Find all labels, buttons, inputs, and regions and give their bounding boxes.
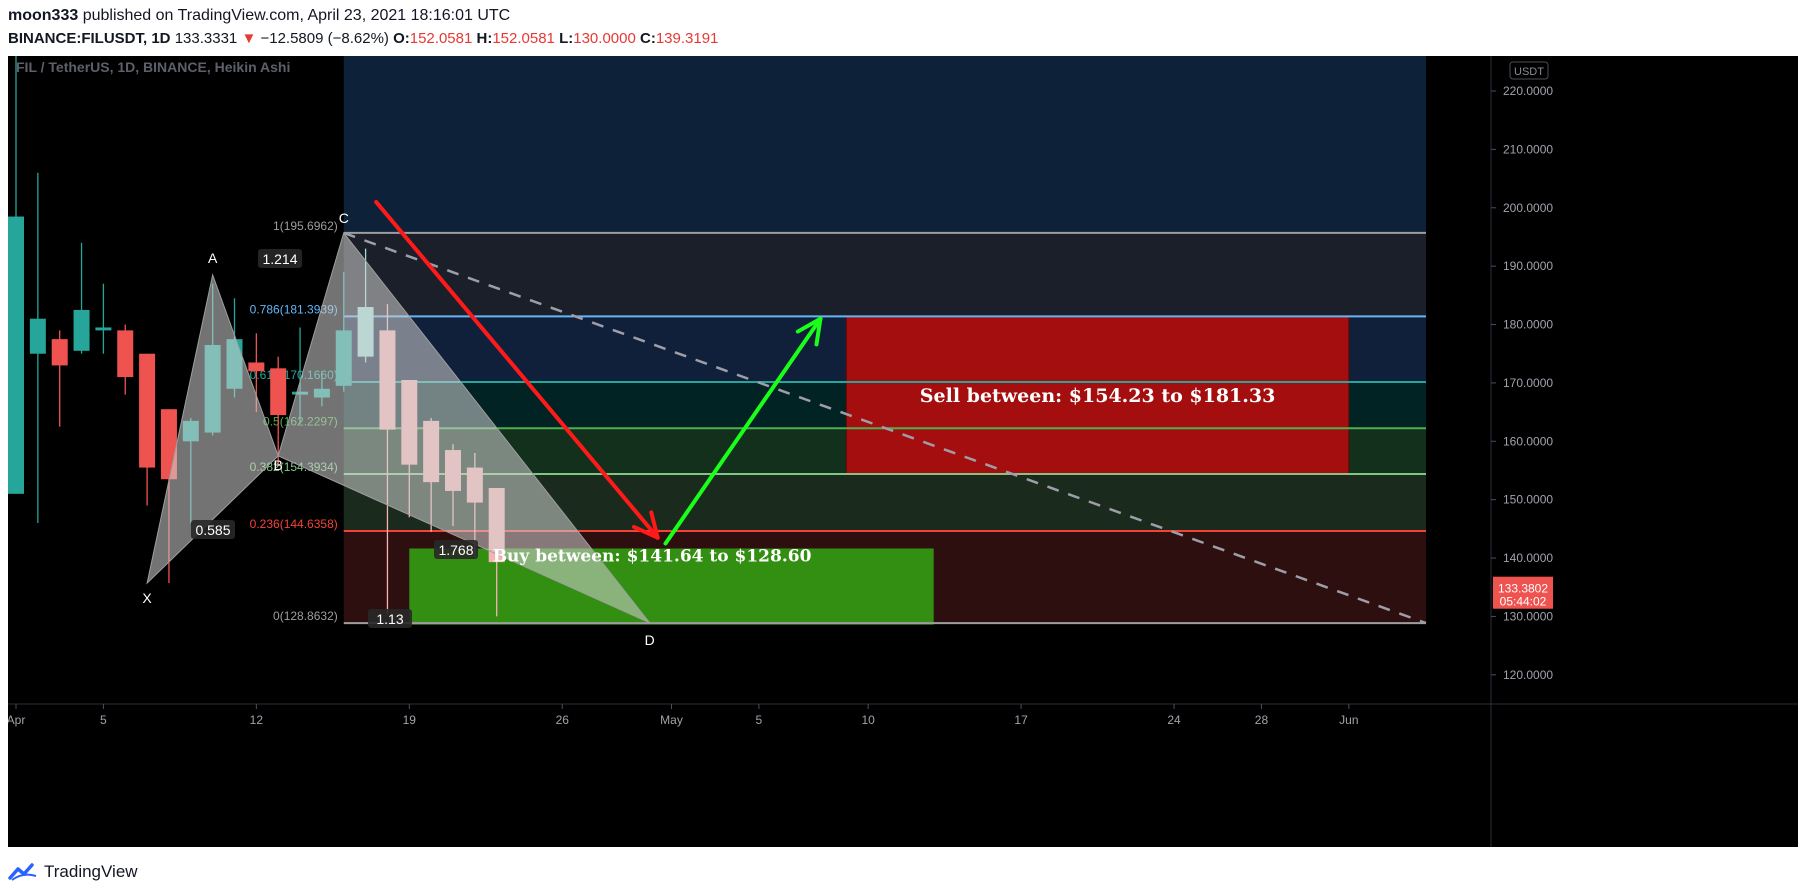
tradingview-brand[interactable]: TradingView xyxy=(44,862,138,881)
sell-zone-label: Sell between: $154.23 to $181.33 xyxy=(920,385,1276,407)
candle-body xyxy=(95,327,112,331)
tradingview-logo-icon[interactable] xyxy=(8,862,38,882)
harmonic-triangle-xab xyxy=(146,273,279,585)
low-label: L: xyxy=(559,30,574,47)
low-value: 130.0000 xyxy=(573,30,636,47)
x-tick-label: May xyxy=(660,713,683,727)
y-tick-label: 150.0000 xyxy=(1503,493,1553,507)
y-tick-label: 210.0000 xyxy=(1503,142,1553,156)
currency-badge: USDT xyxy=(1514,66,1544,78)
y-tick-label: 220.0000 xyxy=(1503,84,1553,98)
bearish-arrow xyxy=(374,199,660,540)
fib-label-0.236: 0.236(144.6358) xyxy=(250,517,338,531)
ratio-label-bg xyxy=(434,540,478,559)
chart-area[interactable]: 1(195.6962) 0.786(181.3939) 0.618(170.1660… xyxy=(8,56,1798,847)
open-label: O: xyxy=(393,30,410,47)
ratio-label: 1.768 xyxy=(438,542,473,558)
candle-body xyxy=(51,339,68,366)
ratio-label-bg xyxy=(191,520,235,539)
trend-line-dashed xyxy=(343,231,1427,625)
candle-body xyxy=(270,368,287,416)
y-tick-label: 180.0000 xyxy=(1503,318,1553,332)
candle-body xyxy=(8,216,24,494)
candle-body xyxy=(29,318,46,354)
last-price-countdown: 05:44:02 xyxy=(1500,595,1547,609)
footer: TradingView xyxy=(8,856,138,888)
x-tick-label: 5 xyxy=(756,713,763,727)
y-tick-label: 140.0000 xyxy=(1503,551,1553,565)
y-tick-label: 130.0000 xyxy=(1503,609,1553,623)
down-arrow-icon: ▼ xyxy=(241,30,257,47)
x-tick-label: Apr xyxy=(8,713,25,727)
price-axis-panel xyxy=(1491,56,1798,847)
currency-badge-box xyxy=(1509,61,1549,80)
y-tick-label: 160.0000 xyxy=(1503,434,1553,448)
fib-extension-zone xyxy=(343,56,1426,233)
open-value: 152.0581 xyxy=(409,30,473,47)
sell-zone-box xyxy=(845,316,1350,476)
published-text: published on TradingView.com, April 23, … xyxy=(82,7,511,24)
bullish-arrow-head xyxy=(814,316,823,347)
harmonic-triangle-bcd xyxy=(277,231,651,624)
symbol-label: BINANCE:FILUSDT, 1D xyxy=(8,30,171,47)
pattern-point-X: X xyxy=(142,590,152,606)
bearish-arrow-head xyxy=(631,524,660,540)
ratio-label: 1.13 xyxy=(376,611,403,627)
candle-body xyxy=(73,309,90,351)
close-label: C: xyxy=(640,30,656,47)
fib-zone-1 xyxy=(343,232,1426,317)
y-tick-label: 200.0000 xyxy=(1503,201,1553,215)
price-chart[interactable]: 1(195.6962)0.786(181.3939)0.618(170.1660… xyxy=(8,56,1798,847)
last-price-value: 133.3802 xyxy=(1498,582,1548,596)
y-tick-label: 120.0000 xyxy=(1503,668,1553,682)
ratio-label: 1.214 xyxy=(262,251,297,267)
x-tick-label: 5 xyxy=(100,713,107,727)
ratio-label-bg xyxy=(258,249,302,268)
publish-line: moon333 published on TradingView.com, Ap… xyxy=(8,4,718,28)
pattern-point-B: B xyxy=(274,457,283,473)
ratio-label: 0.585 xyxy=(195,522,230,538)
x-tick-label: 24 xyxy=(1167,713,1181,727)
price-change: −12.5809 (−8.62%) xyxy=(260,30,389,47)
candle-body xyxy=(248,362,265,372)
candle-body xyxy=(139,353,156,468)
x-tick-label: 10 xyxy=(861,713,875,727)
bearish-arrow-head xyxy=(649,510,660,540)
fib-label-0.786: 0.786(181.3939) xyxy=(250,302,338,316)
high-label: H: xyxy=(476,30,493,47)
bullish-arrow xyxy=(663,316,823,546)
last-price: 133.3331 xyxy=(174,30,238,47)
pattern-point-C: C xyxy=(339,210,349,226)
last-price-tag xyxy=(1493,576,1553,609)
x-tick-label: 12 xyxy=(250,713,264,727)
y-tick-label: 170.0000 xyxy=(1503,376,1553,390)
high-value: 152.0581 xyxy=(492,30,555,47)
x-tick-label: 19 xyxy=(403,713,417,727)
x-tick-label: 26 xyxy=(556,713,570,727)
candle-body xyxy=(117,330,134,378)
bullish-arrow-head xyxy=(795,316,823,334)
x-tick-label: 17 xyxy=(1014,713,1028,727)
close-value: 139.3191 xyxy=(655,30,719,47)
fib-label-1: 1(195.6962) xyxy=(273,219,338,233)
author-name[interactable]: moon333 xyxy=(8,7,79,24)
x-tick-label: Jun xyxy=(1339,713,1358,727)
chart-header: moon333 published on TradingView.com, Ap… xyxy=(8,4,718,52)
pattern-point-D: D xyxy=(645,632,655,648)
fib-label-0: 0(128.8632) xyxy=(273,609,338,623)
symbol-line: BINANCE:FILUSDT, 1D 133.3331 ▼ −12.5809 … xyxy=(8,28,718,50)
chart-title: FIL / TetherUS, 1D, BINANCE, Heikin Ashi xyxy=(16,59,290,75)
ratio-label-bg xyxy=(368,609,412,628)
pattern-point-A: A xyxy=(208,250,218,266)
x-tick-label: 28 xyxy=(1255,713,1269,727)
buy-zone-label: Buy between: $141.64 to $128.60 xyxy=(493,547,812,567)
y-tick-label: 190.0000 xyxy=(1503,259,1553,273)
